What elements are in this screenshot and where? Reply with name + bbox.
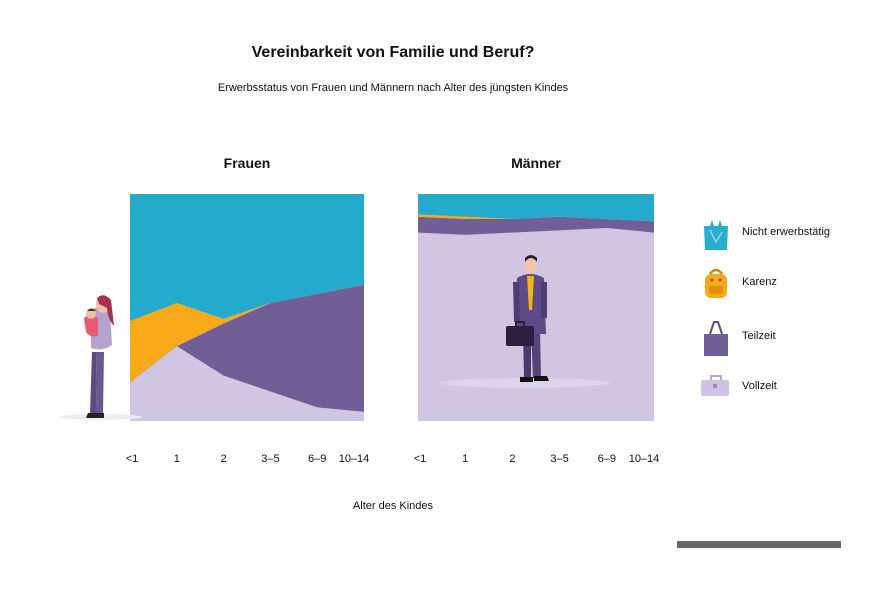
area-karenz <box>418 214 654 222</box>
x-axis-ticks: <1 1 2 3–5 6–9 10–14 <1 1 2 3–5 6–9 10–14 <box>126 453 660 465</box>
x-tick-label: 6–9 <box>308 453 326 465</box>
briefcase-icon <box>701 375 729 396</box>
x-tick-label: 10–14 <box>629 453 660 465</box>
x-axis-label: Alter des Kindes <box>352 500 434 512</box>
backpack-icon <box>705 268 727 298</box>
handbag-icon <box>704 321 728 356</box>
area-vollzeit <box>130 337 364 421</box>
panel-title-frauen: Frauen <box>223 155 271 171</box>
area-nicht-erwerbstätig <box>130 194 364 322</box>
x-tick-label: 3–5 <box>261 453 279 465</box>
area-karenz <box>130 284 364 383</box>
x-tick-label: 10–14 <box>339 453 370 465</box>
legend-label: Nicht erwerbstätig <box>742 226 831 238</box>
panel-title-maenner: Männer <box>511 155 561 171</box>
man-with-briefcase-illustration <box>440 255 610 388</box>
x-tick-label: 6–9 <box>598 453 616 465</box>
chart-subtitle: Erwerbsstatus von Frauen und Männern nac… <box>217 82 569 94</box>
legend-label: Karenz <box>742 276 777 288</box>
plastic-bag-icon <box>704 220 728 250</box>
legend-label: Vollzeit <box>742 380 777 392</box>
woman-with-baby-illustration <box>58 295 142 420</box>
x-tick-label: 3–5 <box>550 453 568 465</box>
x-tick-label: 1 <box>174 453 180 465</box>
area-nicht-erwerbstätig <box>418 194 654 222</box>
x-tick-label: <1 <box>126 453 139 465</box>
x-tick-label: 2 <box>509 453 515 465</box>
area-teilzeit <box>130 284 364 412</box>
x-tick-label: <1 <box>414 453 427 465</box>
chart-title: Vereinbarkeit von Familie und Beruf? <box>251 44 535 61</box>
x-tick-label: 1 <box>462 453 468 465</box>
x-tick-label: 2 <box>221 453 227 465</box>
horizontal-scrollbar[interactable] <box>677 541 841 548</box>
legend-label: Teilzeit <box>742 330 776 342</box>
panel-frauen <box>130 194 364 421</box>
area-teilzeit <box>418 216 654 235</box>
